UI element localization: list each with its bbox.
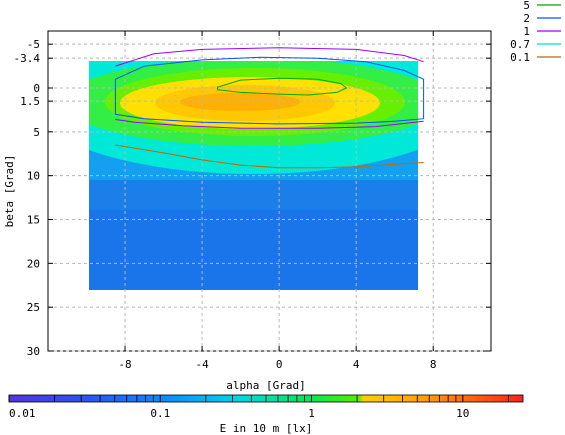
- contour-line-1: [115, 47, 424, 67]
- y-tick-label: -3.4: [14, 52, 41, 65]
- y-tick-label: 5: [33, 126, 40, 139]
- contour-line-0.1: [115, 144, 424, 169]
- y-tick-label: 10: [27, 170, 40, 183]
- y-tick-label: 1.5: [20, 95, 40, 108]
- contour-line-1: [115, 119, 424, 129]
- y-tick-label: 25: [27, 301, 40, 314]
- legend-label: 0.1: [510, 51, 530, 64]
- contour-line-2: [114, 56, 425, 125]
- colorbar-tick-label: 0.1: [150, 407, 170, 420]
- y-tick-label: 15: [27, 213, 40, 226]
- grid-lines: [48, 31, 491, 352]
- x-tick-label: -4: [195, 358, 209, 371]
- colorbar-ticks: 0.01 0.1 1 10: [8, 395, 509, 420]
- x-tick-label: 4: [353, 358, 360, 371]
- x-axis-label: alpha [Grad]: [226, 379, 305, 392]
- y-tick-label: 0: [33, 82, 40, 95]
- y-tick-label: 20: [27, 257, 40, 270]
- contour-lines: [114, 47, 425, 169]
- legend-label: 0.7: [510, 38, 530, 51]
- colorbar-label: E in 10 m [lx]: [220, 422, 313, 435]
- colorbar-tick-label: 1: [308, 407, 315, 420]
- legend-label: 5: [523, 0, 530, 12]
- x-tick-label: -8: [118, 358, 131, 371]
- x-tick-label: 8: [430, 358, 437, 371]
- y-tick-label: -5: [27, 38, 40, 51]
- heatmap-area: [89, 61, 418, 290]
- legend-label: 1: [523, 25, 530, 38]
- x-axis-ticks: -8 -4 0 4 8: [118, 31, 437, 371]
- contour-line-5: [217, 77, 348, 96]
- legend-label: 2: [523, 12, 530, 25]
- colorbar-tick-label: 0.01: [9, 407, 36, 420]
- y-axis-label: beta [Grad]: [3, 155, 16, 228]
- y-tick-label: 30: [27, 345, 40, 358]
- y-axis-ticks: -5-3.4 01.5 5 10 15 20 25 30: [14, 38, 491, 358]
- x-tick-label: 0: [276, 358, 283, 371]
- colorbar-tick-label: 10: [456, 407, 469, 420]
